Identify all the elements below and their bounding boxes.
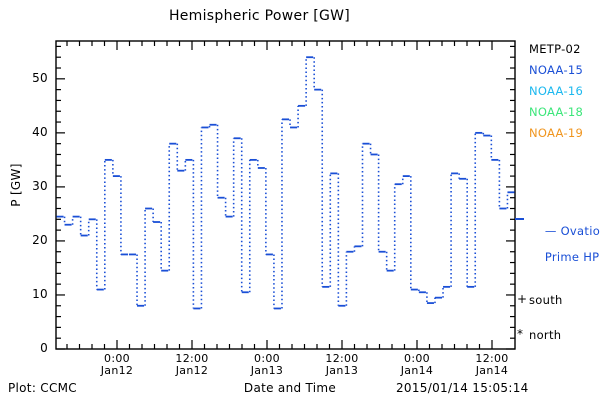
- x-tick-label: 12:00 Jan13: [307, 353, 377, 377]
- legend-item-south: south: [529, 293, 563, 307]
- y-axis-ticks: [56, 45, 515, 350]
- x-tick-date: Jan12: [175, 364, 209, 377]
- x-axis-ticks: [66, 41, 493, 349]
- legend-item-noaa-16: NOAA-16: [529, 84, 584, 98]
- x-tick-time: 12:00: [325, 352, 359, 365]
- x-tick-time: 12:00: [175, 352, 209, 365]
- x-tick-time: 0:00: [404, 352, 430, 365]
- legend-ovation-line2: Prime HPI: [544, 250, 600, 264]
- x-tick-date: Jan13: [250, 364, 284, 377]
- x-tick-date: Jan13: [325, 364, 359, 377]
- x-tick-label: 0:00 Jan14: [382, 353, 452, 377]
- x-tick-time: 12:00: [475, 352, 509, 365]
- plot-credit: Plot: CCMC: [8, 381, 77, 395]
- y-tick-label: 20: [32, 232, 48, 247]
- legend-item-noaa-19: NOAA-19: [529, 126, 584, 140]
- y-tick-label: 0: [40, 341, 48, 355]
- x-tick-label: 12:00 Jan14: [457, 353, 527, 377]
- y-tick-label: 50: [32, 70, 48, 85]
- legend-item-ovation-prime-hpi: — Ovation Prime HPI: [529, 212, 600, 277]
- x-tick-label: 0:00 Jan13: [232, 353, 302, 377]
- plot-timestamp: 2015/01/14 15:05:14: [396, 381, 529, 395]
- legend-marker-glyph-south: +: [517, 292, 528, 306]
- plot-frame: [55, 40, 516, 350]
- legend-item-north: north: [529, 328, 562, 342]
- legend-item-noaa-15: NOAA-15: [529, 63, 584, 77]
- x-tick-label: 12:00 Jan12: [157, 353, 227, 377]
- y-tick-label: 10: [32, 286, 48, 301]
- legend-marker-glyph-north: *: [517, 327, 524, 341]
- y-tick-label: 40: [32, 124, 48, 139]
- legend-item-metp-02: METP-02: [529, 42, 581, 56]
- x-tick-label: 0:00 Jan12: [82, 353, 152, 377]
- x-tick-date: Jan14: [475, 364, 509, 377]
- legend-item-noaa-18: NOAA-18: [529, 105, 584, 119]
- ovation-line-swatch: [515, 218, 524, 220]
- legend-ovation-line1: — Ovation: [544, 224, 600, 238]
- x-tick-date: Jan12: [100, 364, 134, 377]
- x-axis-label: Date and Time: [243, 381, 337, 395]
- page-title: Hemispheric Power [GW]: [168, 8, 351, 24]
- data-series-group: [56, 56, 515, 310]
- x-tick-date: Jan14: [400, 364, 434, 377]
- y-tick-label: 30: [32, 178, 48, 193]
- x-tick-time: 0:00: [104, 352, 130, 365]
- x-tick-time: 0:00: [254, 352, 280, 365]
